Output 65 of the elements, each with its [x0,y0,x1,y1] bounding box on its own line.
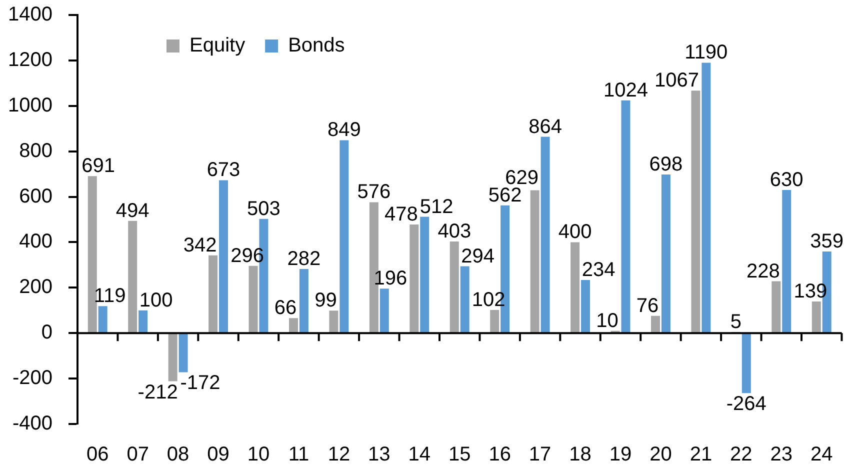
data-label: 228 [746,260,780,282]
data-label: -212 [138,381,178,404]
x-tick-label: 10 [247,444,270,466]
data-label: 403 [438,220,472,243]
x-tick-label: 11 [288,444,310,466]
y-tick-label: -400 [12,412,52,435]
x-tick-label: 09 [207,444,230,466]
data-label: 99 [314,290,337,312]
x-tick-label: 22 [730,444,752,466]
data-label: 562 [488,184,522,206]
data-label: 66 [274,297,297,320]
data-label: -172 [180,372,220,394]
data-label: 576 [357,181,391,204]
y-tick-label: 1200 [8,48,52,71]
data-label: 630 [770,168,804,191]
data-label: 196 [374,268,408,290]
x-tick-label: 15 [448,444,471,466]
x-tick-label: 06 [86,444,109,466]
data-label: 698 [649,154,683,176]
data-label: 282 [287,248,321,270]
data-label: -264 [726,393,766,416]
y-tick-label: -200 [12,367,52,390]
x-tick-label: 14 [408,444,431,466]
x-tick-label: 21 [690,444,712,466]
x-tick-label: 24 [810,444,833,466]
data-label: 503 [247,198,280,220]
data-label: 100 [139,289,173,312]
data-label: 512 [420,196,454,218]
x-tick-label: 20 [650,444,672,466]
y-tick-label: 400 [19,230,52,253]
x-tick-label: 17 [528,444,552,466]
data-label: 1190 [684,42,728,64]
data-label: 673 [206,159,240,182]
x-tick-label: 07 [126,444,149,466]
data-label: 849 [327,119,361,142]
data-label: 10 [596,310,618,332]
y-tick-label: 0 [41,322,52,344]
data-label: 5 [730,310,742,333]
legend-label: Equity [189,34,246,57]
y-tick-label: 600 [19,185,52,208]
data-label: 1067 [654,70,699,92]
x-tick-label: 19 [609,444,632,466]
data-label: 400 [558,221,592,244]
data-label: 494 [116,200,150,222]
x-tick-label: 12 [328,444,350,466]
x-tick-label: 23 [770,444,793,466]
y-tick-label: 1400 [8,4,52,26]
y-tick-label: 800 [19,140,52,162]
data-label: 119 [94,285,126,308]
data-label: 691 [82,155,116,178]
x-tick-label: 13 [368,444,390,466]
data-label: 359 [810,230,844,253]
y-tick-label: 1000 [8,94,52,116]
data-label: 294 [461,245,495,268]
y-tick-label: 200 [19,276,52,298]
x-tick-label: 16 [488,444,511,466]
data-label: 342 [183,234,217,256]
legend-label: Bonds [288,34,345,57]
x-tick-label: 18 [569,444,592,466]
data-label: 1024 [603,79,648,102]
data-label: 478 [384,204,418,226]
data-label: 234 [582,258,616,281]
x-tick-label: 08 [166,444,190,466]
data-label: 76 [636,294,659,317]
data-label: 864 [528,116,562,138]
